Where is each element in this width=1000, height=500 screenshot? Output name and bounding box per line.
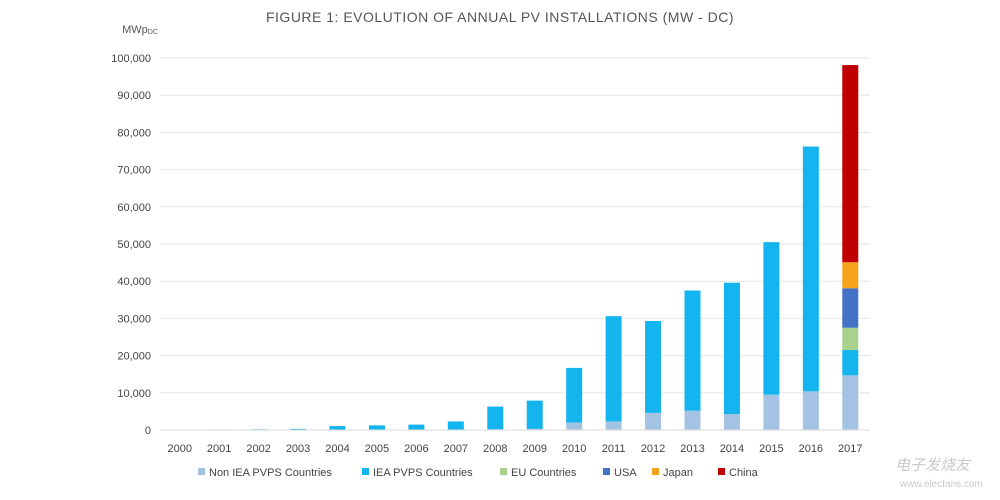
bars xyxy=(171,65,859,430)
x-tick-label: 2003 xyxy=(286,443,310,455)
x-axis-ticks: 2000 2001 2002 2003 2004 2005 2006 2007 2008 2009… xyxy=(167,443,862,455)
bar-segment xyxy=(842,262,859,289)
bar-segment xyxy=(802,391,819,430)
x-tick-label: 2013 xyxy=(680,443,704,455)
legend-label: USA xyxy=(614,467,637,479)
legend-label: EU Countries xyxy=(511,467,577,479)
watermark-text: 电子发烧友 xyxy=(895,457,972,474)
x-tick-label: 2009 xyxy=(522,443,546,455)
x-tick-label: 2014 xyxy=(720,443,744,455)
y-tick-label: 50,000 xyxy=(117,239,151,251)
y-tick-label: 100,000 xyxy=(111,53,151,65)
legend-swatch xyxy=(500,468,507,475)
y-axis-ticks: 0 10,000 20,000 30,000 40,000 50,000 60,000 70,… xyxy=(111,53,151,437)
legend-label: Japan xyxy=(663,467,693,479)
legend-swatch xyxy=(362,468,369,475)
legend-swatch xyxy=(603,468,610,475)
legend-swatch xyxy=(198,468,205,475)
bar-segment xyxy=(723,282,740,415)
bar-segment xyxy=(447,421,464,430)
bar-segment xyxy=(526,428,543,430)
x-tick-label: 2016 xyxy=(799,443,823,455)
bar-segment xyxy=(605,421,622,430)
bar-segment xyxy=(842,288,859,328)
bar-segment xyxy=(487,406,504,430)
x-tick-label: 2011 xyxy=(602,443,626,455)
bar-segment xyxy=(566,422,583,430)
y-tick-label: 60,000 xyxy=(117,202,151,214)
bar-segment xyxy=(802,146,819,392)
bar-segment xyxy=(842,350,859,376)
bar-segment xyxy=(645,321,662,413)
y-tick-label: 0 xyxy=(145,425,151,437)
bar-segment xyxy=(566,367,583,423)
x-tick-label: 2015 xyxy=(759,443,783,455)
x-tick-label: 2007 xyxy=(444,443,468,455)
bar-segment xyxy=(605,316,622,422)
chart-title: FIGURE 1: EVOLUTION OF ANNUAL PV INSTALL… xyxy=(266,9,734,25)
bar-segment xyxy=(723,414,740,430)
x-tick-label: 2002 xyxy=(246,443,270,455)
x-tick-label: 2004 xyxy=(325,443,349,455)
legend-label: IEA PVPS Countries xyxy=(373,467,473,479)
bar-segment xyxy=(684,410,701,430)
x-tick-label: 2012 xyxy=(641,443,665,455)
bar-segment xyxy=(763,242,780,395)
y-tick-label: 20,000 xyxy=(117,351,151,363)
y-tick-label: 40,000 xyxy=(117,276,151,288)
x-tick-label: 2010 xyxy=(562,443,586,455)
bar-segment xyxy=(290,428,307,430)
gridlines xyxy=(160,57,870,394)
y-tick-label: 90,000 xyxy=(117,90,151,102)
bar-segment xyxy=(645,412,662,430)
bar-segment xyxy=(684,290,701,411)
bar-segment xyxy=(329,426,346,430)
legend-swatch xyxy=(652,468,659,475)
x-tick-label: 2008 xyxy=(483,443,507,455)
watermark: 电子发烧友 www.elecfans.com xyxy=(895,457,983,490)
legend-label: China xyxy=(729,467,759,479)
legend-label: Non IEA PVPS Countries xyxy=(209,467,332,479)
bar-segment xyxy=(842,327,859,351)
bar-segment xyxy=(842,65,859,263)
legend: Non IEA PVPS Countries IEA PVPS Countries… xyxy=(198,467,759,479)
watermark-url: www.elecfans.com xyxy=(899,479,983,490)
y-tick-label: 70,000 xyxy=(117,165,151,177)
x-tick-label: 2017 xyxy=(838,443,862,455)
bar-segment xyxy=(408,424,425,430)
x-tick-label: 2001 xyxy=(207,443,231,455)
legend-swatch xyxy=(718,468,725,475)
bar-segment xyxy=(368,425,385,430)
bar-segment xyxy=(842,375,859,430)
x-tick-label: 2005 xyxy=(365,443,389,455)
y-tick-label: 80,000 xyxy=(117,127,151,139)
y-axis-label: MWpDC xyxy=(122,24,158,36)
y-tick-label: 10,000 xyxy=(117,388,151,400)
x-tick-label: 2000 xyxy=(167,443,191,455)
x-tick-label: 2006 xyxy=(404,443,428,455)
bar-segment xyxy=(526,400,543,429)
y-tick-label: 30,000 xyxy=(117,313,151,325)
bar-segment xyxy=(763,394,780,430)
